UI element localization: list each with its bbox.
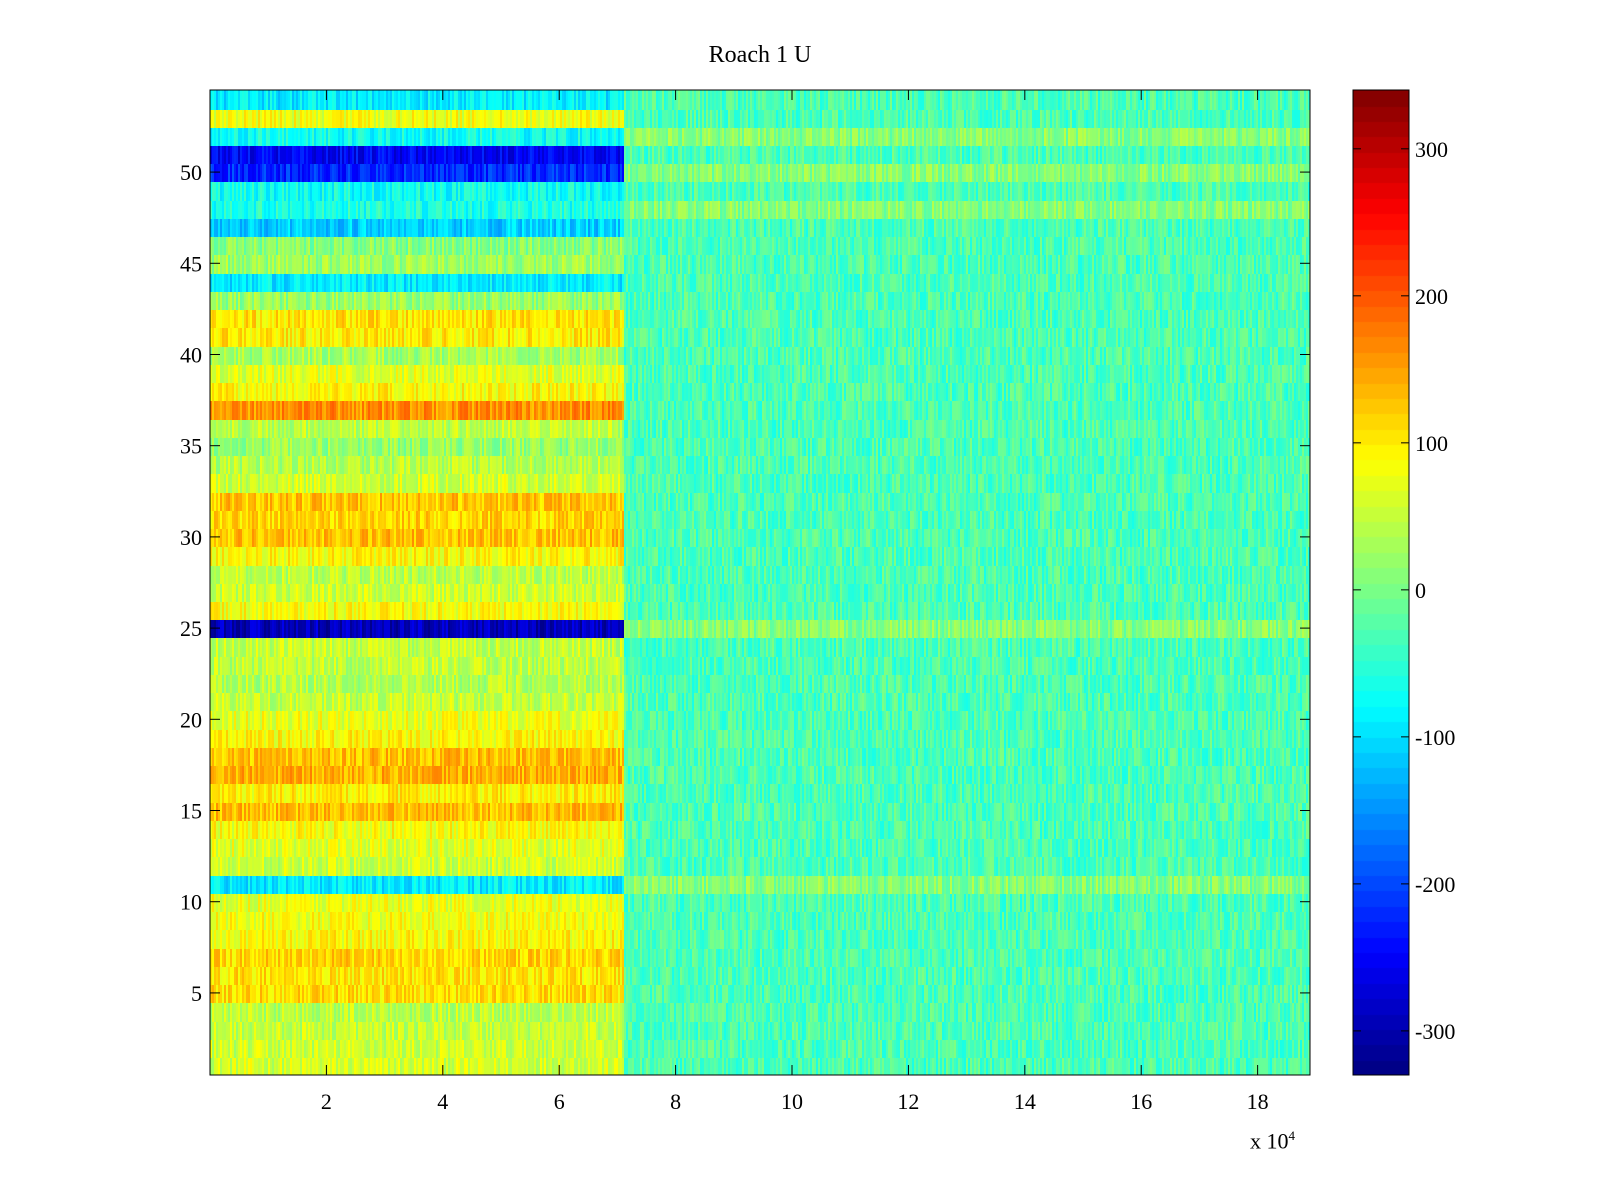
colorbar-gradient [1353,90,1409,1075]
colorbar-tick-label: 300 [1415,137,1448,162]
y-tick-label: 25 [180,616,202,641]
x-tick-label: 14 [1014,1089,1036,1114]
y-tick-label: 45 [180,251,202,276]
x-axis-multiplier: x 104 [1250,1128,1295,1154]
colorbar-tick-label: 100 [1415,431,1448,456]
x-tick-label: 8 [670,1089,681,1114]
x-multiplier-base: x 10 [1250,1128,1289,1154]
x-tick-label: 10 [781,1089,803,1114]
x-tick-label: 12 [897,1089,919,1114]
colorbar-tick-label: -200 [1415,872,1455,897]
y-tick-label: 35 [180,434,202,459]
colorbar-tick-label: 200 [1415,284,1448,309]
colorbar-tick-label: -300 [1415,1019,1455,1044]
y-tick-label: 15 [180,799,202,824]
colorbar-tick-label: 0 [1415,578,1426,603]
heatmap-image [210,90,1310,1075]
x-tick-label: 18 [1247,1089,1269,1114]
y-tick-label: 40 [180,342,202,367]
x-tick-label: 2 [321,1089,332,1114]
x-tick-label: 16 [1130,1089,1152,1114]
x-tick-label: 4 [437,1089,448,1114]
y-tick-label: 5 [191,981,202,1006]
x-multiplier-exponent: 4 [1288,1128,1296,1143]
y-tick-label: 30 [180,525,202,550]
plot-frame [209,89,1311,1076]
chart-title: Roach 1 U [708,42,812,68]
y-tick-label: 50 [180,160,202,185]
y-tick-label: 10 [180,890,202,915]
colorbar-tick-label: -100 [1415,725,1455,750]
x-tick-label: 6 [554,1089,565,1114]
colorbar-frame [1352,89,1410,1076]
y-tick-label: 20 [180,707,202,732]
